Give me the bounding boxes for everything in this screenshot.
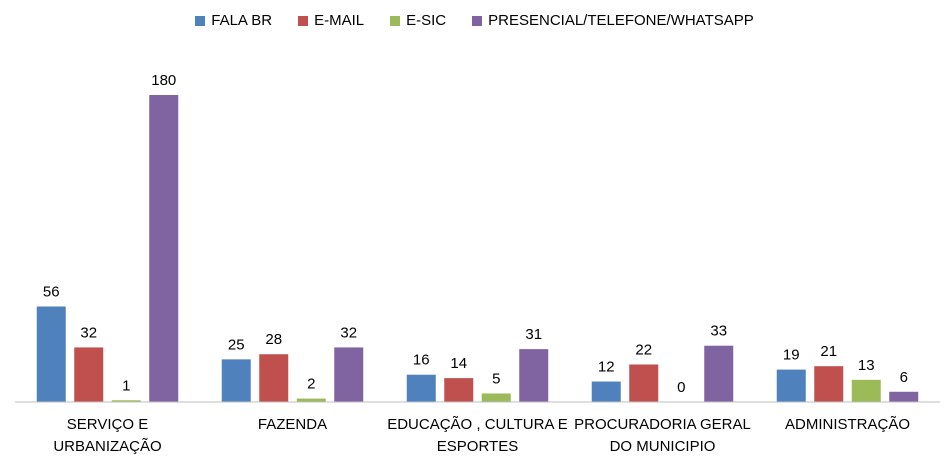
x-tick-label: EDUCAÇÃO , CULTURA E ESPORTES: [387, 416, 568, 455]
bar: [36, 306, 66, 402]
data-label: 56: [43, 283, 60, 300]
legend-swatch: [195, 15, 206, 26]
data-label: 0: [677, 379, 685, 396]
data-label: 2: [307, 376, 315, 393]
data-label: 32: [80, 324, 97, 341]
data-label: 180: [151, 72, 176, 89]
bar: [851, 379, 881, 402]
bar: [259, 354, 289, 402]
legend-label: PRESENCIAL/TELEFONE/WHATSAPP: [488, 12, 754, 29]
x-tick-label: FAZENDA: [257, 416, 328, 433]
legend-label: E-MAIL: [314, 12, 365, 29]
legend-item: FALA BR: [195, 12, 272, 29]
x-tick-label: SERVIÇO E URBANIZAÇÃO: [53, 416, 162, 455]
legend-swatch: [472, 15, 483, 26]
data-label: 6: [900, 369, 908, 386]
data-label: 22: [635, 341, 652, 358]
data-label: 28: [265, 331, 282, 348]
legend-label: E-SIC: [406, 12, 447, 29]
bar: [629, 364, 659, 402]
bar: [591, 381, 621, 402]
bar: [444, 378, 474, 402]
bar: [814, 366, 844, 402]
data-label: 25: [228, 336, 245, 353]
bar: [221, 359, 251, 402]
data-label: 12: [598, 359, 615, 376]
bar: [519, 349, 549, 402]
legend-swatch: [298, 15, 309, 26]
bar: [889, 391, 919, 402]
data-label: 19: [783, 347, 800, 364]
legend: FALA BR E-MAIL E-SIC PRESENCIAL/TELEFONE/WH…: [0, 12, 949, 29]
legend-label: FALA BR: [211, 12, 273, 29]
legend-item: E-MAIL: [298, 12, 364, 29]
bar: [334, 347, 364, 402]
legend-swatch: [390, 15, 401, 26]
legend-item: PRESENCIAL/TELEFONE/WHATSAPP: [472, 12, 754, 29]
bar: [74, 347, 104, 402]
x-tick-label: ADMINISTRAÇÃO: [784, 416, 910, 433]
data-label: 33: [710, 323, 727, 340]
data-label: 13: [858, 357, 875, 374]
data-label: 16: [413, 352, 430, 369]
bar: [296, 398, 326, 402]
bar: [149, 95, 179, 402]
bar: [776, 369, 806, 402]
legend-item: E-SIC: [390, 12, 446, 29]
bar: [481, 393, 511, 402]
data-label: 31: [525, 326, 542, 343]
data-label: 32: [340, 324, 357, 341]
bar: [704, 345, 734, 402]
bar: [406, 374, 436, 402]
data-label: 21: [820, 343, 837, 360]
x-tick-label: PROCURADORIA GERAL DO MUNICIPIO: [574, 416, 751, 455]
bar: [111, 400, 141, 402]
data-label: 1: [122, 377, 130, 394]
data-label: 14: [450, 355, 467, 372]
data-label: 5: [492, 370, 500, 387]
